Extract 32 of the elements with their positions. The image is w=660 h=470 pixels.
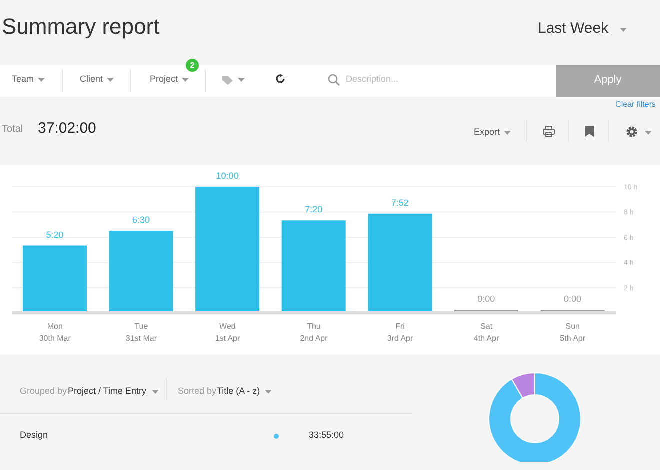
text: Summary report xyxy=(2,14,160,40)
text: Team xyxy=(12,74,34,84)
data-label: 0:00 xyxy=(478,294,496,304)
text: Design xyxy=(20,430,48,440)
text: Client xyxy=(80,74,104,84)
text: 2 xyxy=(186,59,199,72)
text: Title (A - z) xyxy=(217,386,260,396)
x-tick-label: Sat 4th Apr xyxy=(474,322,500,343)
text: Project / Time Entry xyxy=(68,386,147,396)
text: Project xyxy=(150,74,178,84)
data-label: 10:00 xyxy=(216,171,239,181)
x-tick-label: Mon 30th Mar xyxy=(39,322,72,343)
text: Apply xyxy=(593,74,623,86)
text: Last Week xyxy=(538,20,609,37)
text: Export xyxy=(474,127,500,137)
data-label: 7:20 xyxy=(305,204,323,215)
text: Description... xyxy=(346,74,399,84)
x-tick-label: Tue 31st Mar xyxy=(126,322,158,343)
data-label: 0:00 xyxy=(564,294,582,304)
text: Grouped by xyxy=(20,386,68,396)
text: Total xyxy=(2,124,24,135)
x-tick-label: Thu 2nd Apr xyxy=(300,322,328,343)
data-label: 7:52 xyxy=(391,198,409,208)
data-label: 5:20 xyxy=(46,230,64,240)
x-tick-label: Sun 5th Apr xyxy=(560,322,586,343)
text: 33:55:00 xyxy=(309,430,344,440)
text: Clear filters xyxy=(616,100,656,109)
data-label: 6:30 xyxy=(132,215,150,226)
text: Sorted by xyxy=(178,386,217,396)
x-tick-label: Fri 3rd Apr xyxy=(387,322,414,343)
x-tick-label: Wed 1st Apr xyxy=(215,322,240,343)
text: 37:02:00 xyxy=(38,120,96,137)
